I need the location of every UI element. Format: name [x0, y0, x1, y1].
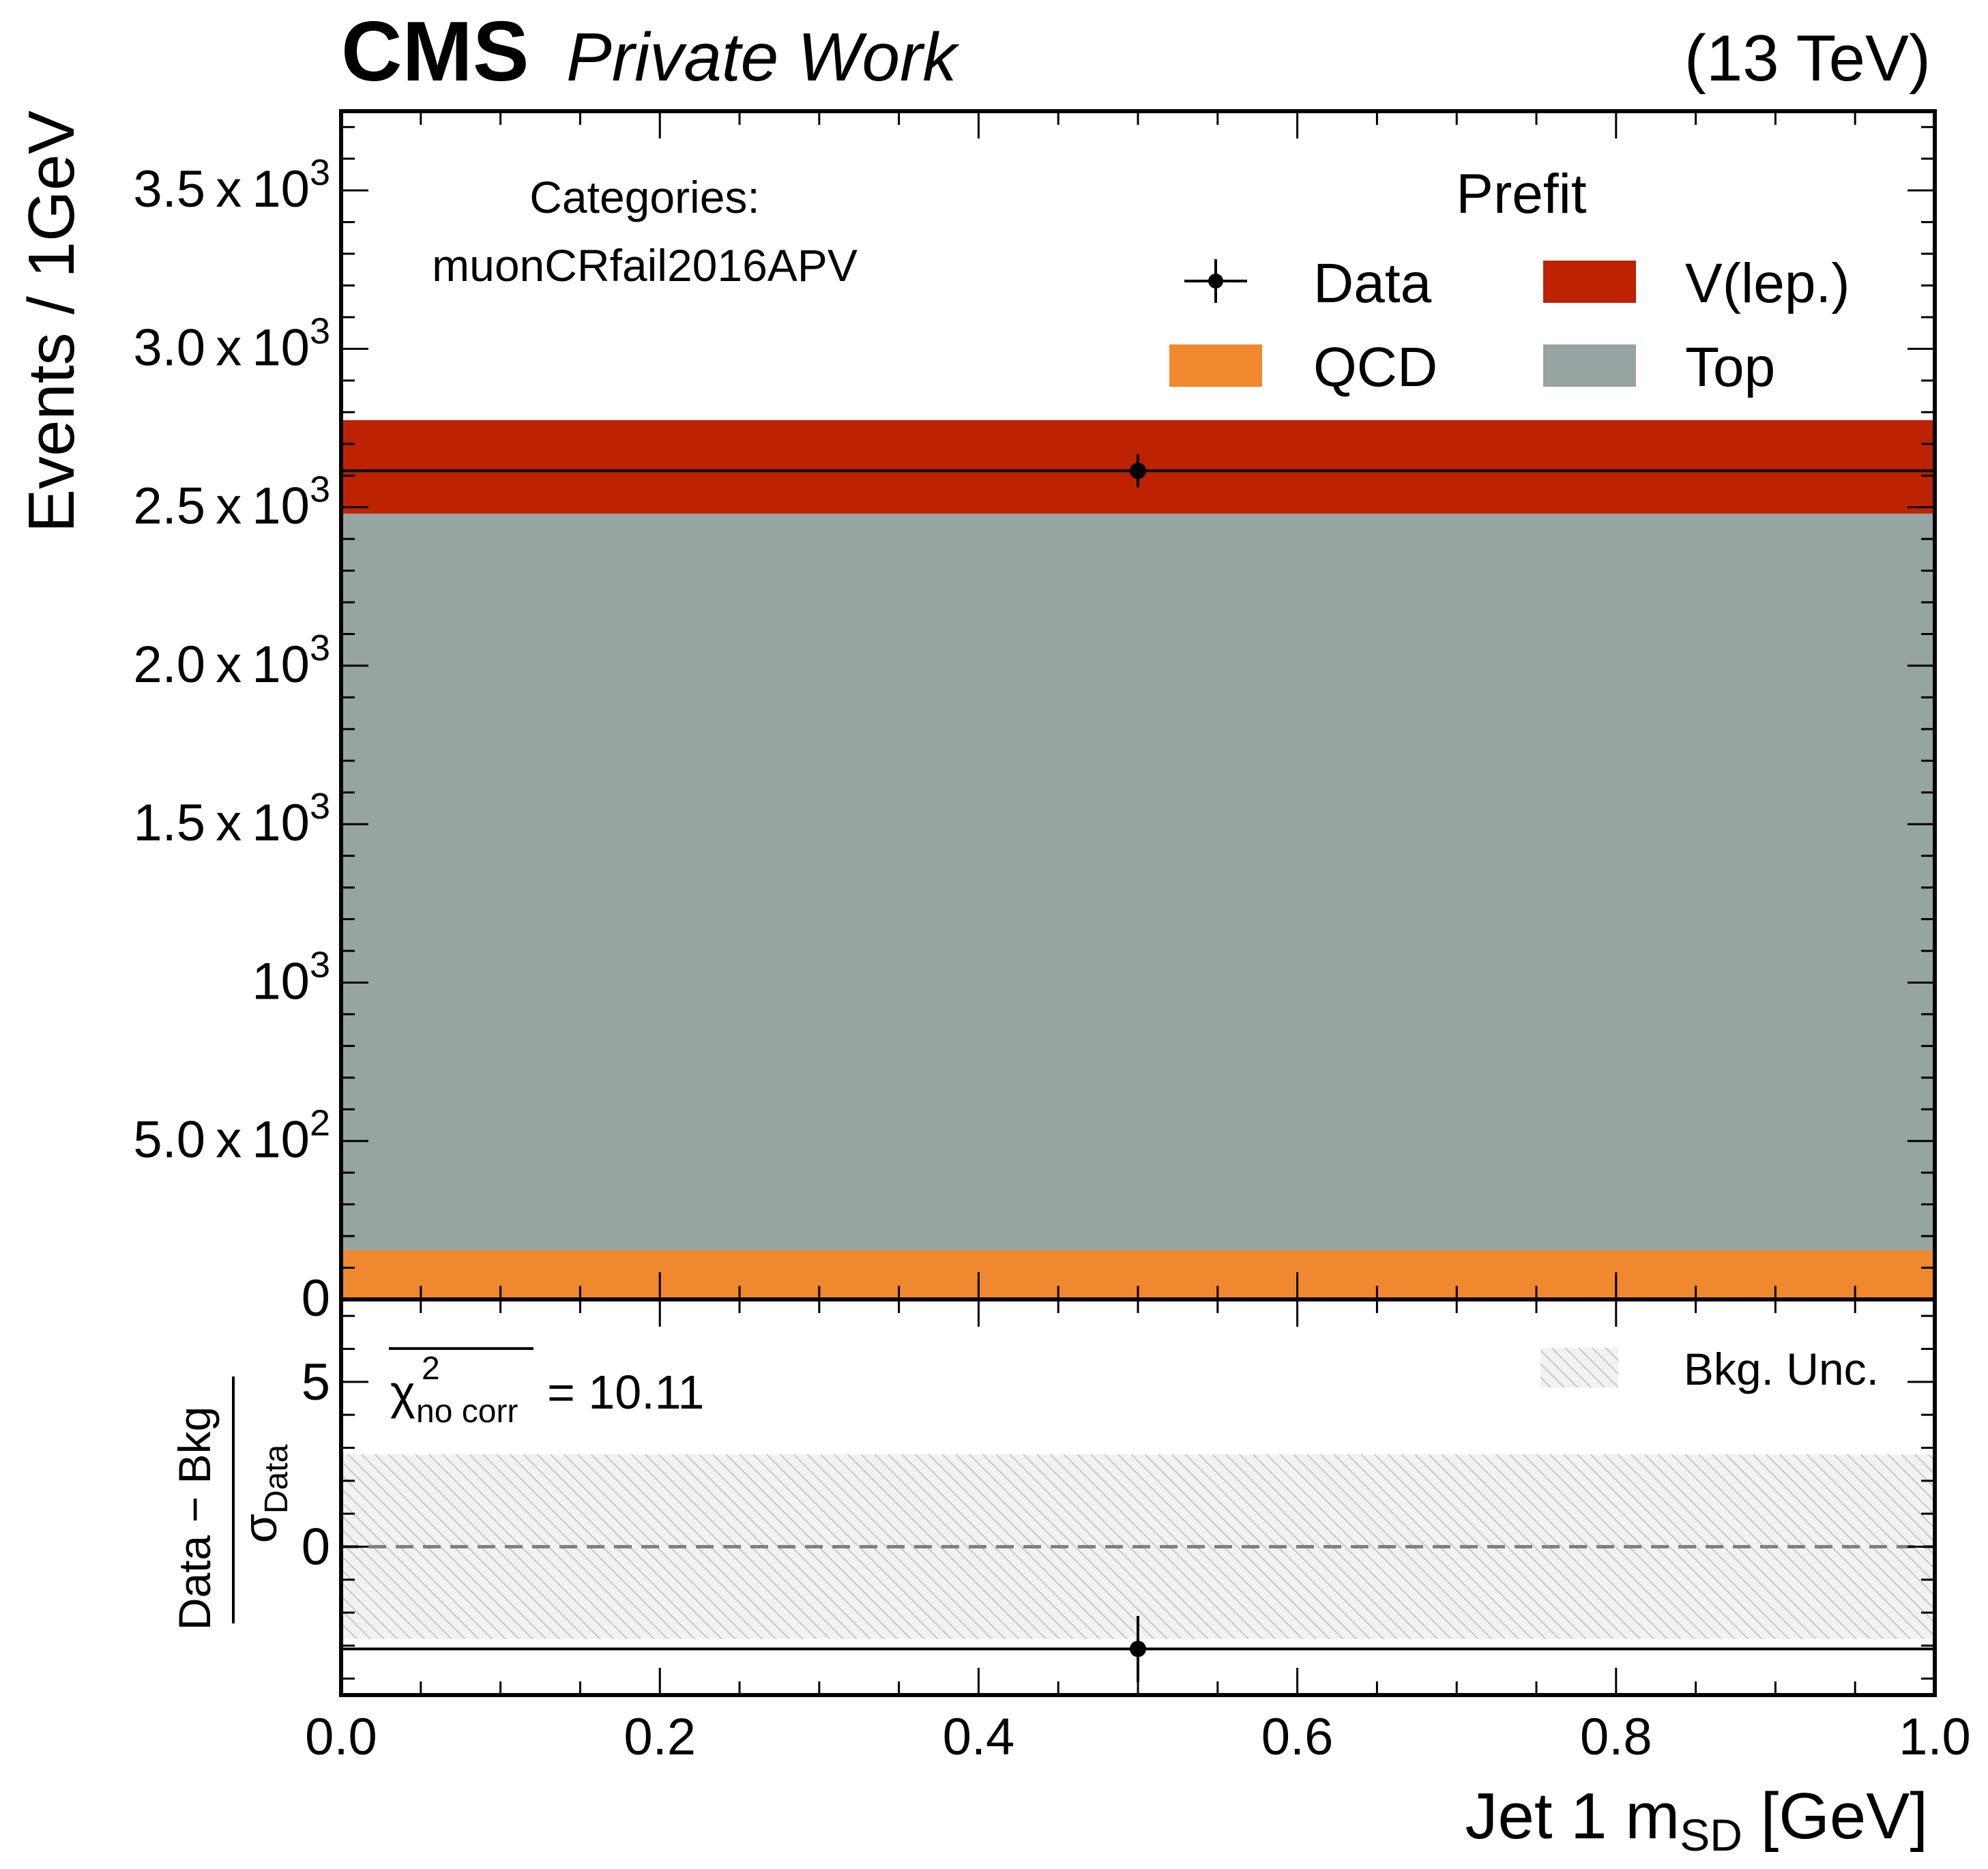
legend-item-vlep: V(lep.) [1543, 252, 1850, 314]
y-tick-mantissa: 2.0 x 10 [133, 636, 310, 694]
y-tick-label: 2.0 x 103 [133, 628, 330, 694]
x-axis-label: Jet 1 mSD [GeV] [1465, 1780, 1928, 1860]
y-tick-label: 3.0 x 103 [133, 310, 330, 377]
chi2-annotation: χ 2 no corr = 10.11 [389, 1347, 704, 1430]
legend-data-marker-dot [1208, 274, 1223, 289]
x-label-main: Jet 1 m [1465, 1780, 1680, 1853]
chi2-subscript: no corr [416, 1394, 518, 1430]
legend-label-bkg-unc: Bkg. Unc. [1684, 1344, 1879, 1394]
x-tick-label: 0.2 [624, 1708, 696, 1766]
y-tick-label: 2.5 x 103 [133, 469, 330, 535]
sigma-subscript: Data [259, 1444, 295, 1514]
x-tick-label: 0.6 [1261, 1708, 1334, 1766]
y-tick-exponent: 3 [310, 628, 330, 668]
y-tick-label: 1.5 x 103 [133, 786, 330, 852]
y-tick-exponent: 3 [310, 469, 330, 510]
pull-y-label-denominator: σData [233, 1444, 295, 1543]
legend-title: Prefit [1456, 163, 1587, 225]
y-tick-mantissa: 5.0 x 10 [133, 1111, 310, 1169]
x-tick-labels: 0.0 0.2 0.4 0.6 0.8 1.0 [305, 1708, 1971, 1766]
y-tick-mantissa: 2.5 x 10 [133, 477, 310, 535]
y-tick-mantissa: 10 [252, 952, 310, 1010]
legend-item-data: Data [1184, 252, 1432, 314]
pull-y-axis-label: Data − Bkg σData [169, 1377, 295, 1630]
pull-y-tick-label: 5 [302, 1353, 330, 1411]
main-legend: Prefit Data V(lep.) QCD Top [1169, 163, 1850, 398]
data-series [341, 454, 1935, 488]
y-tick-exponent: 3 [310, 152, 330, 193]
legend-item-qcd: QCD [1169, 336, 1437, 398]
legend-swatch-qcd [1169, 344, 1262, 387]
pull-y-ticks [341, 1314, 1935, 1680]
legend-label-vlep: V(lep.) [1685, 252, 1850, 314]
y-tick-exponent: 3 [310, 944, 330, 985]
legend-label-data: Data [1313, 252, 1432, 314]
legend-label-top: Top [1685, 336, 1775, 398]
categories-title: Categories: [529, 172, 760, 222]
pull-plot-frame [339, 1297, 1937, 1697]
pull-y-tick-labels: 05 [302, 1353, 330, 1576]
pull-series [341, 1616, 1935, 1682]
energy-label: (13 TeV) [1684, 22, 1931, 95]
y-tick-exponent: 3 [310, 786, 330, 827]
main-y-axis-label: Events / 1GeV [15, 111, 88, 533]
x-ticks [340, 111, 1936, 1695]
pull-y-label-numerator: Data − Bkg [169, 1407, 220, 1630]
pull-y-tick-label: 0 [302, 1518, 330, 1576]
x-tick-label: 1.0 [1899, 1708, 1971, 1766]
x-tick-label: 0.8 [1580, 1708, 1652, 1766]
y-tick-mantissa: 0 [302, 1269, 330, 1327]
data-point [1130, 462, 1146, 480]
x-label-unit: [GeV] [1742, 1780, 1928, 1853]
chi2-symbol: χ [390, 1366, 415, 1419]
private-work-label: Private Work [566, 19, 960, 95]
pull-legend: Bkg. Unc. [1540, 1344, 1879, 1394]
y-tick-exponent: 3 [310, 310, 330, 351]
x-label-subscript: SD [1680, 1810, 1742, 1860]
cms-label: CMS [341, 5, 529, 99]
sigma-symbol: σ [233, 1514, 287, 1543]
x-tick-label: 0.0 [305, 1708, 377, 1766]
y-tick-mantissa: 1.5 x 10 [133, 794, 310, 852]
y-tick-label: 5.0 x 102 [133, 1103, 330, 1169]
y-tick-label: 0 [302, 1269, 330, 1327]
y-tick-mantissa: 3.5 x 10 [133, 160, 310, 218]
legend-item-top: Top [1543, 336, 1775, 398]
stacked-histogram [341, 420, 1935, 1299]
bar-top [341, 513, 1935, 1250]
y-tick-exponent: 2 [310, 1103, 330, 1144]
pull-point [1130, 1640, 1146, 1658]
legend-swatch-vlep [1543, 261, 1636, 303]
y-tick-mantissa: 3.0 x 10 [133, 319, 310, 377]
legend-label-qcd: QCD [1313, 336, 1437, 398]
x-tick-label: 0.4 [943, 1708, 1015, 1766]
pull-panel: 05 0.0 0.2 0.4 0.6 0.8 1.0 Data − Bkg σData χ… [169, 111, 1971, 1860]
chi2-value: = 10.11 [547, 1366, 704, 1419]
legend-swatch-bkg-unc [1540, 1348, 1618, 1387]
y-tick-label: 3.5 x 103 [133, 152, 330, 218]
chi2-superscript: 2 [422, 1351, 440, 1387]
legend-swatch-top [1543, 344, 1636, 387]
category-name: muonCRfail2016APV [432, 240, 858, 291]
y-tick-label: 103 [252, 944, 330, 1010]
